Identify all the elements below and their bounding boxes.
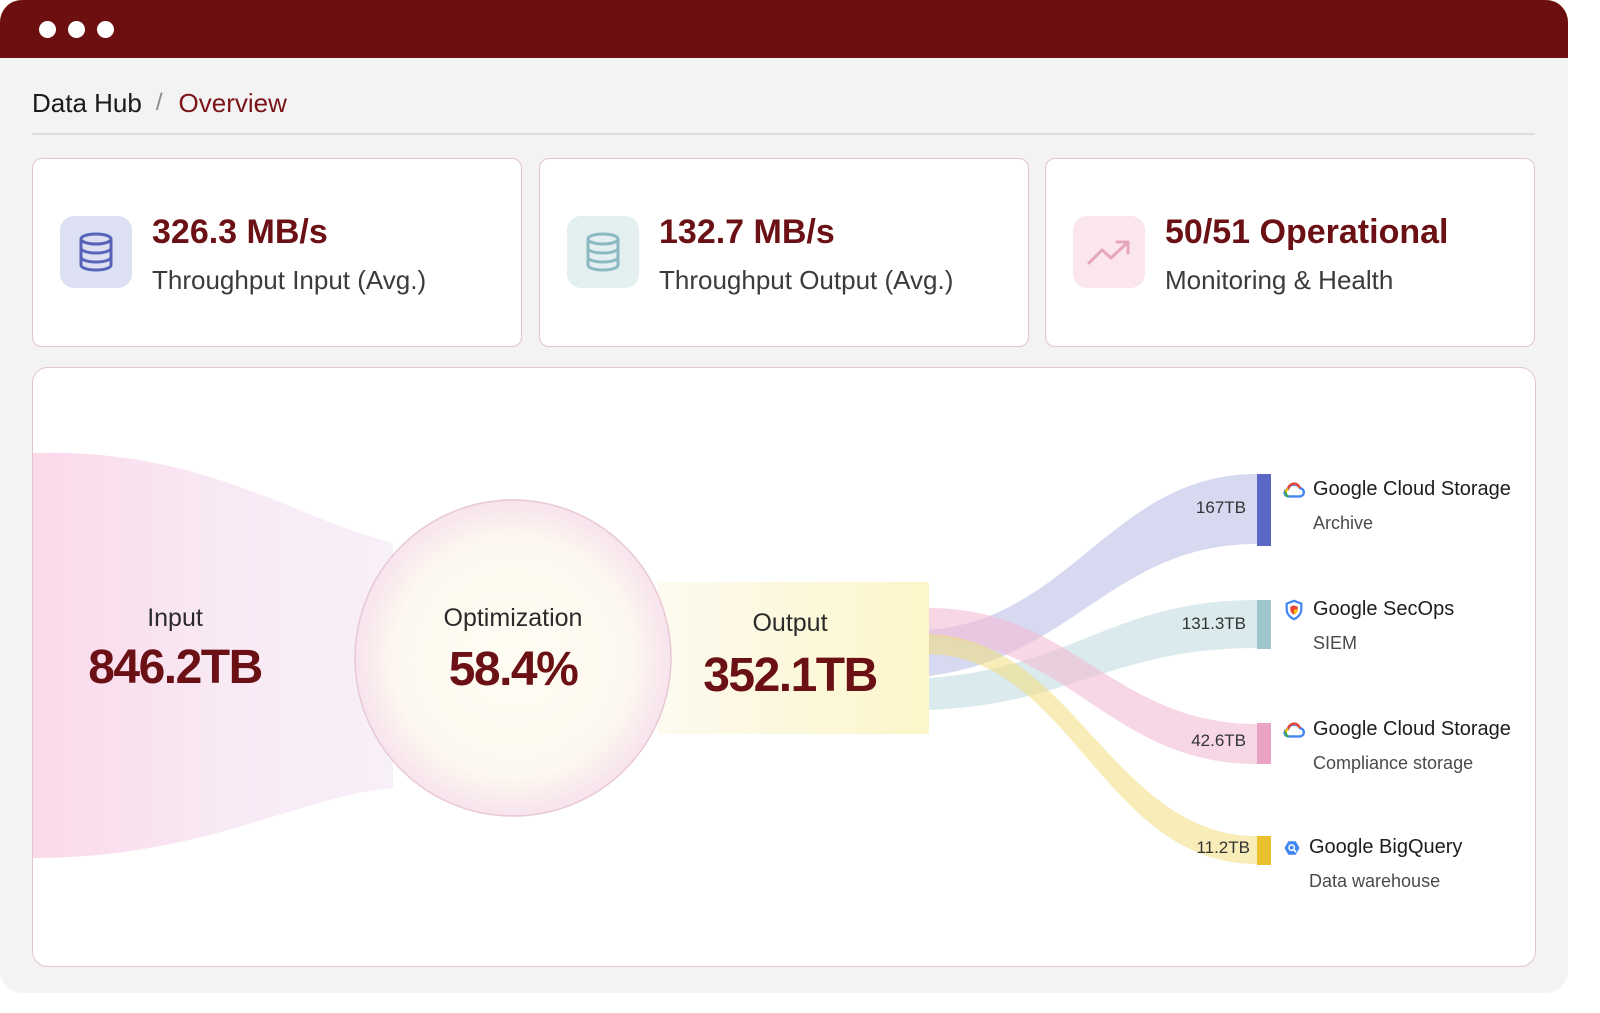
google-cloud-icon xyxy=(1283,721,1305,738)
bar-secops xyxy=(1257,600,1271,649)
breadcrumb-root-link[interactable]: Data Hub xyxy=(32,87,142,118)
input-label: Input xyxy=(147,604,203,632)
optimization-value: 58.4% xyxy=(448,643,579,696)
data-flow-panel: Input 846.2TB Optimization 58.4% Output … xyxy=(32,367,1536,967)
flow-diagram xyxy=(33,452,1271,865)
breadcrumb-separator: / xyxy=(155,89,163,116)
trend-up-icon xyxy=(1073,216,1145,288)
window-dot-close[interactable] xyxy=(39,21,56,38)
output-label: Output xyxy=(752,609,828,637)
destination-name: Google BigQuery xyxy=(1309,836,1463,858)
optimization-circle xyxy=(354,499,672,817)
google-secops-shield-icon xyxy=(1285,599,1303,620)
stat-value: 326.3 MB/s xyxy=(152,213,328,251)
destination-secops[interactable]: Google SecOps SIEM xyxy=(1283,598,1454,654)
destination-gcs-compliance[interactable]: Google Cloud Storage Compliance storage xyxy=(1283,718,1511,774)
destination-name: Google SecOps xyxy=(1313,598,1455,620)
google-cloud-icon xyxy=(1283,481,1305,498)
ribbon-gcs-compliance xyxy=(929,608,1257,764)
stat-value: 50/51 Operational xyxy=(1165,213,1449,251)
bar-gcs-archive xyxy=(1257,474,1271,546)
destination-subtitle: Compliance storage xyxy=(1313,753,1474,773)
amount-secops: 131.3TB xyxy=(1181,614,1246,633)
stat-label: Monitoring & Health xyxy=(1165,265,1394,295)
destination-name: Google Cloud Storage xyxy=(1313,718,1511,740)
stat-value: 132.7 MB/s xyxy=(659,213,835,251)
header-divider xyxy=(32,133,1535,135)
stat-label: Throughput Input (Avg.) xyxy=(152,265,427,295)
amount-bigquery: 11.2TB xyxy=(1196,838,1250,857)
destination-name: Google Cloud Storage xyxy=(1313,478,1511,500)
bar-bigquery xyxy=(1257,836,1271,865)
destination-gcs-archive[interactable]: Google Cloud Storage Archive xyxy=(1283,478,1511,534)
destination-subtitle: Data warehouse xyxy=(1309,871,1441,891)
window-dot-minimize[interactable] xyxy=(68,21,85,38)
google-bigquery-icon xyxy=(1284,840,1300,855)
destination-bigquery[interactable]: Google BigQuery Data warehouse xyxy=(1283,836,1462,892)
bar-gcs-compliance xyxy=(1257,723,1271,764)
destination-subtitle: Archive xyxy=(1313,513,1374,533)
window-dot-maximize[interactable] xyxy=(97,21,114,38)
output-value: 352.1TB xyxy=(703,649,878,702)
stat-card-throughput-output: 132.7 MB/s Throughput Output (Avg.) xyxy=(539,158,1029,347)
amount-gcs-compliance: 42.6TB xyxy=(1191,731,1246,750)
ribbon-secops xyxy=(929,600,1257,710)
stat-card-monitoring-health: 50/51 Operational Monitoring & Health xyxy=(1045,158,1535,347)
destination-subtitle: SIEM xyxy=(1313,633,1358,653)
ribbon-bigquery xyxy=(929,634,1257,864)
database-icon xyxy=(60,216,132,288)
input-value: 846.2TB xyxy=(88,641,263,694)
app-window: Data Hub / Overview 326.3 MB/s Throughpu… xyxy=(0,0,1568,993)
database-icon xyxy=(567,216,639,288)
output-block xyxy=(658,582,929,734)
amount-gcs-archive: 167TB xyxy=(1195,498,1246,517)
optimization-label: Optimization xyxy=(443,604,583,632)
title-bar xyxy=(0,0,1568,58)
stat-card-throughput-input: 326.3 MB/s Throughput Input (Avg.) xyxy=(32,158,522,347)
breadcrumb-current: Overview xyxy=(178,87,287,118)
breadcrumb: Data Hub / Overview xyxy=(32,86,287,120)
input-stream xyxy=(33,452,393,858)
stat-label: Throughput Output (Avg.) xyxy=(659,265,954,295)
